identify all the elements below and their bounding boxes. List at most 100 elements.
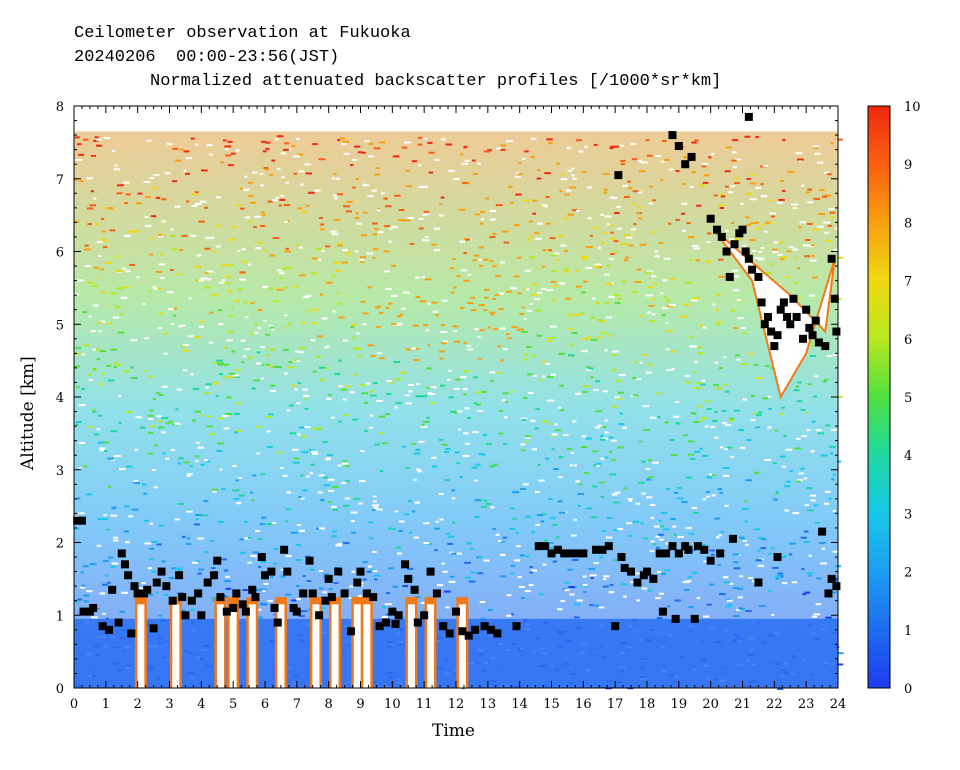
speckle-cell [748,353,754,356]
speckle-cell [429,393,436,396]
speckle-cell [343,542,350,545]
speckle-cell [298,529,305,532]
speckle-cell [182,369,188,372]
speckle-cell [718,275,726,278]
speckle-cell [575,392,582,395]
speckle-cell [104,574,109,577]
speckle-cell [492,297,497,300]
speckle-cell [311,257,319,260]
speckle-cell [444,451,449,454]
speckle-cell [271,521,277,524]
speckle-cell [568,328,573,331]
speckle-cell [103,240,108,243]
speckle-cell [315,247,321,250]
speckle-cell [620,242,628,245]
speckle-cell [755,559,763,562]
speckle-cell [625,256,630,259]
speckle-cell [830,142,834,145]
speckle-cell [680,315,688,318]
speckle-cell [255,362,262,365]
colorbar-tick-label: 8 [904,216,912,231]
speckle-cell [792,207,797,210]
speckle-cell [448,169,455,172]
speckle-cell [288,361,293,364]
speckle-cell [587,336,592,339]
speckle-cell [572,420,577,423]
speckle-cell [209,311,214,314]
speckle-cell [566,147,572,150]
speckle-cell [375,167,380,170]
speckle-cell [216,196,221,199]
speckle-cell [786,480,791,483]
speckle-cell [247,561,252,564]
speckle-cell [326,454,333,457]
speckle-cell [528,220,534,223]
speckle-cell [737,317,745,320]
speckle-cell [582,590,587,593]
speckle-cell [262,150,267,153]
speckle-cell [637,212,641,215]
speckle-cell [611,439,617,442]
cloud-base-point [649,574,658,583]
speckle-cell [668,304,676,307]
low-cloud-column [405,597,418,688]
speckle-cell [435,314,439,317]
speckle-cell [534,427,539,430]
speckle-cell [805,412,809,415]
speckle-cell [372,550,377,553]
boundary-layer-band [74,618,838,688]
speckle-cell [256,425,262,428]
y-tick-label: 2 [56,537,64,552]
speckle-cell [594,265,600,268]
speckle-cell [785,276,789,279]
speckle-cell [401,616,409,619]
speckle-cell [529,302,533,305]
speckle-cell [318,158,326,161]
speckle-cell [715,308,720,311]
x-tick-label: 24 [830,697,847,712]
speckle-cell [165,457,170,460]
cloud-base-point [681,160,690,169]
speckle-cell [834,227,840,230]
speckle-cell [483,309,488,312]
speckle-cell [320,293,324,296]
speckle-cell [141,582,146,585]
speckle-cell [744,135,751,138]
speckle-cell [253,226,257,229]
speckle-cell [755,186,762,189]
speckle-cell [531,283,539,286]
speckle-cell [260,140,267,143]
speckle-cell [158,263,166,266]
speckle-cell [110,348,118,351]
speckle-cell [147,567,153,570]
speckle-cell [474,328,479,331]
speckle-cell [325,458,330,461]
speckle-cell [269,254,276,257]
speckle-cell [750,419,756,422]
speckle-cell [412,347,420,350]
speckle-cell [180,324,186,327]
speckle-cell [530,531,536,534]
speckle-cell [530,419,536,422]
speckle-cell [794,297,801,300]
speckle-cell [119,610,125,613]
speckle-cell [442,570,448,573]
speckle-cell [521,306,525,309]
speckle-cell [724,170,731,173]
speckle-cell [754,257,762,260]
speckle-cell [75,601,80,604]
speckle-cell [388,240,393,243]
speckle-cell [467,416,471,419]
speckle-cell [833,248,841,251]
speckle-cell [240,551,247,554]
speckle-cell [603,231,607,234]
speckle-cell [594,426,600,429]
speckle-cell [250,332,255,335]
speckle-cell [204,271,209,274]
speckle-cell [620,583,628,586]
cloud-base-point [426,567,435,576]
speckle-cell [122,267,127,270]
speckle-cell [646,478,652,481]
speckle-cell [493,463,499,466]
speckle-cell [372,222,378,225]
